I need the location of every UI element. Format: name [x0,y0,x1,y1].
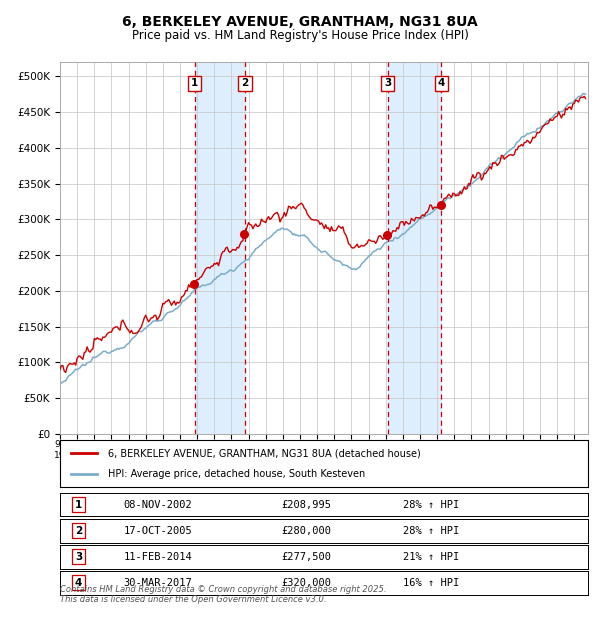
Text: Price paid vs. HM Land Registry's House Price Index (HPI): Price paid vs. HM Land Registry's House … [131,29,469,42]
Text: 6, BERKELEY AVENUE, GRANTHAM, NG31 8UA (detached house): 6, BERKELEY AVENUE, GRANTHAM, NG31 8UA (… [107,448,420,458]
Bar [195,62,245,434]
Text: 4: 4 [75,578,82,588]
Bar [388,62,442,434]
Text: HPI: Average price, detached house, South Kesteven: HPI: Average price, detached house, Sout… [107,469,365,479]
Text: 2: 2 [241,79,248,89]
Text: 08-NOV-2002: 08-NOV-2002 [124,500,192,510]
Text: 28% ↑ HPI: 28% ↑ HPI [403,526,460,536]
Text: 16% ↑ HPI: 16% ↑ HPI [403,578,460,588]
Text: 11-FEB-2014: 11-FEB-2014 [124,552,192,562]
Text: £208,995: £208,995 [282,500,332,510]
Text: 17-OCT-2005: 17-OCT-2005 [124,526,192,536]
Text: 21% ↑ HPI: 21% ↑ HPI [403,552,460,562]
Text: 28% ↑ HPI: 28% ↑ HPI [403,500,460,510]
Text: £320,000: £320,000 [282,578,332,588]
Text: 1: 1 [191,79,199,89]
Text: 6, BERKELEY AVENUE, GRANTHAM, NG31 8UA: 6, BERKELEY AVENUE, GRANTHAM, NG31 8UA [122,16,478,30]
Text: £277,500: £277,500 [282,552,332,562]
Text: 3: 3 [75,552,82,562]
Text: 4: 4 [438,79,445,89]
Text: Contains HM Land Registry data © Crown copyright and database right 2025.
This d: Contains HM Land Registry data © Crown c… [60,585,386,604]
Text: 2: 2 [75,526,82,536]
Text: 1: 1 [75,500,82,510]
Text: 30-MAR-2017: 30-MAR-2017 [124,578,192,588]
Text: £280,000: £280,000 [282,526,332,536]
Text: 3: 3 [384,79,391,89]
